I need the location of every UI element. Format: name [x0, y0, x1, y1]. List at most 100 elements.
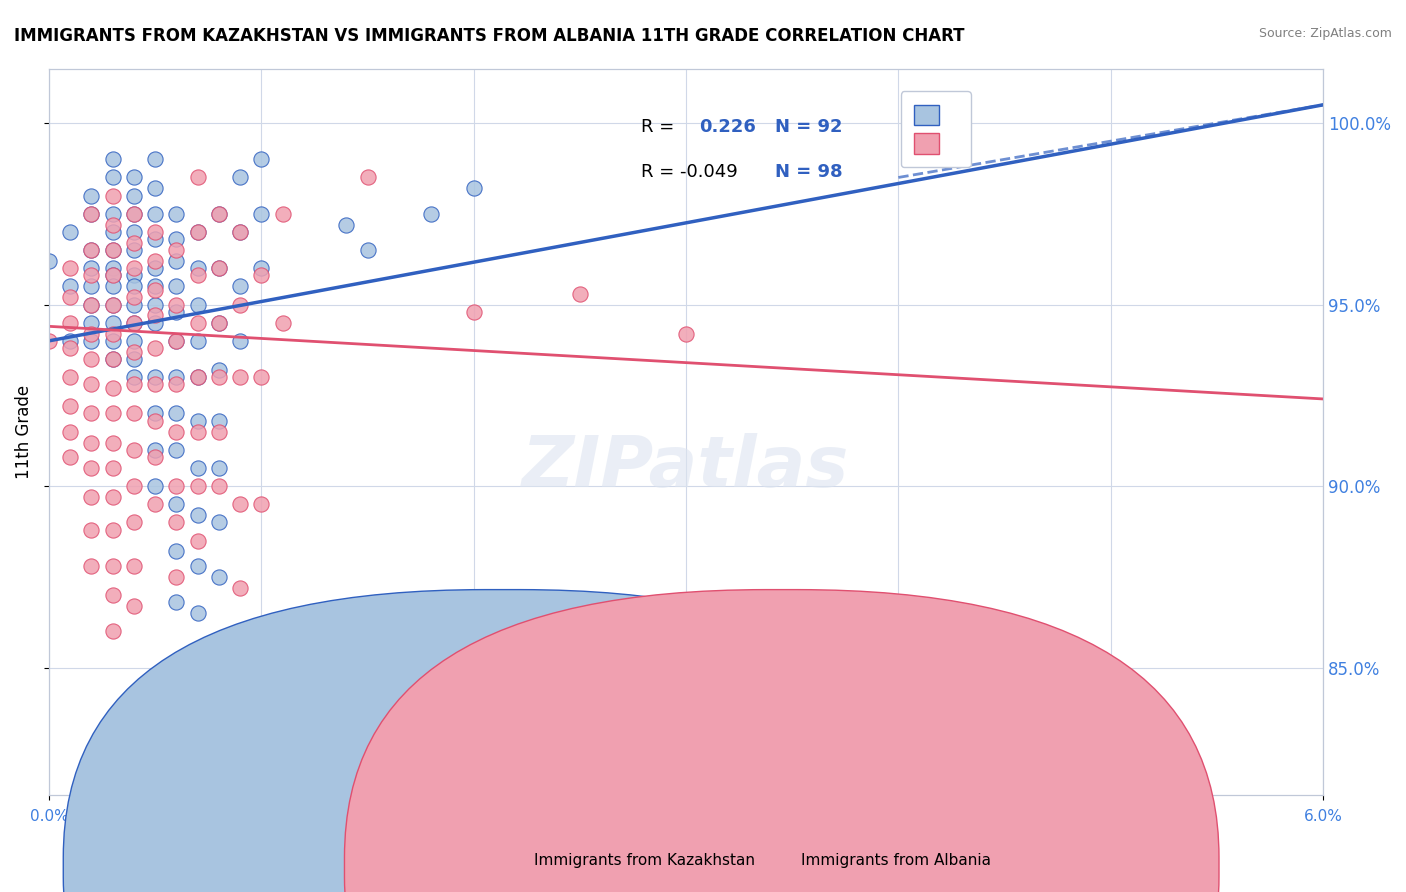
Point	[187, 170, 209, 185]
Point	[122, 188, 145, 202]
Point	[229, 497, 252, 511]
Point	[165, 479, 187, 493]
Point	[250, 207, 273, 221]
Text: 0.0%: 0.0%	[30, 809, 69, 824]
Text: Source: ZipAtlas.com: Source: ZipAtlas.com	[1258, 27, 1392, 40]
Point	[101, 279, 124, 293]
Point	[165, 207, 187, 221]
Point	[101, 490, 124, 504]
Point	[229, 370, 252, 384]
Point	[122, 297, 145, 311]
Point	[208, 363, 231, 377]
Point	[420, 207, 443, 221]
Point	[80, 261, 103, 276]
Point	[208, 316, 231, 330]
Point	[143, 479, 166, 493]
Point	[187, 425, 209, 439]
Point	[187, 297, 209, 311]
Point	[165, 570, 187, 584]
Point	[122, 170, 145, 185]
Point	[165, 497, 187, 511]
Point	[59, 450, 82, 464]
Point	[187, 334, 209, 348]
Point	[101, 243, 124, 257]
Point	[101, 326, 124, 341]
Point	[165, 305, 187, 319]
Text: N = 98: N = 98	[775, 163, 842, 181]
Point	[38, 254, 60, 268]
Point	[59, 334, 82, 348]
Point	[80, 268, 103, 283]
Point	[38, 334, 60, 348]
Point	[80, 334, 103, 348]
Point	[143, 153, 166, 167]
Point	[187, 225, 209, 239]
Point	[271, 316, 294, 330]
Point	[165, 442, 187, 457]
Point	[101, 170, 124, 185]
Point	[143, 407, 166, 421]
Point	[463, 181, 485, 195]
Point	[229, 225, 252, 239]
Point	[122, 268, 145, 283]
Point	[187, 660, 209, 674]
Point	[80, 207, 103, 221]
Point	[187, 606, 209, 620]
Point	[101, 268, 124, 283]
Point	[122, 243, 145, 257]
Point	[122, 351, 145, 366]
Point	[59, 279, 82, 293]
Point	[165, 425, 187, 439]
Point	[101, 351, 124, 366]
Point	[122, 599, 145, 613]
Point	[187, 225, 209, 239]
Point	[187, 479, 209, 493]
Point	[165, 232, 187, 246]
Text: ZIPatlas: ZIPatlas	[523, 434, 849, 502]
Point	[271, 207, 294, 221]
Point	[143, 377, 166, 392]
Point	[187, 261, 209, 276]
Point	[187, 370, 209, 384]
Point	[165, 370, 187, 384]
Point	[101, 381, 124, 395]
Point	[165, 544, 187, 558]
Point	[101, 523, 124, 537]
Point	[59, 261, 82, 276]
Point	[143, 181, 166, 195]
Point	[122, 377, 145, 392]
Y-axis label: 11th Grade: 11th Grade	[15, 384, 32, 479]
Point	[356, 170, 378, 185]
Point	[101, 153, 124, 167]
Point	[101, 461, 124, 475]
Point	[229, 225, 252, 239]
Point	[143, 261, 166, 276]
Point	[122, 279, 145, 293]
Point	[250, 770, 273, 784]
Point	[143, 283, 166, 297]
Point	[208, 316, 231, 330]
Point	[165, 407, 187, 421]
Point	[143, 279, 166, 293]
Point	[356, 243, 378, 257]
Text: Immigrants from Albania: Immigrants from Albania	[801, 854, 991, 868]
Point	[165, 297, 187, 311]
Point	[187, 370, 209, 384]
Point	[80, 490, 103, 504]
Point	[208, 570, 231, 584]
Point	[229, 170, 252, 185]
Point	[208, 207, 231, 221]
Point	[143, 309, 166, 323]
Point	[122, 442, 145, 457]
Point	[122, 516, 145, 530]
Point	[165, 334, 187, 348]
Point	[80, 297, 103, 311]
Point	[122, 344, 145, 359]
Point	[165, 254, 187, 268]
Point	[101, 207, 124, 221]
Point	[187, 715, 209, 730]
Point	[143, 316, 166, 330]
Point	[250, 370, 273, 384]
Point	[208, 370, 231, 384]
Point	[122, 559, 145, 574]
